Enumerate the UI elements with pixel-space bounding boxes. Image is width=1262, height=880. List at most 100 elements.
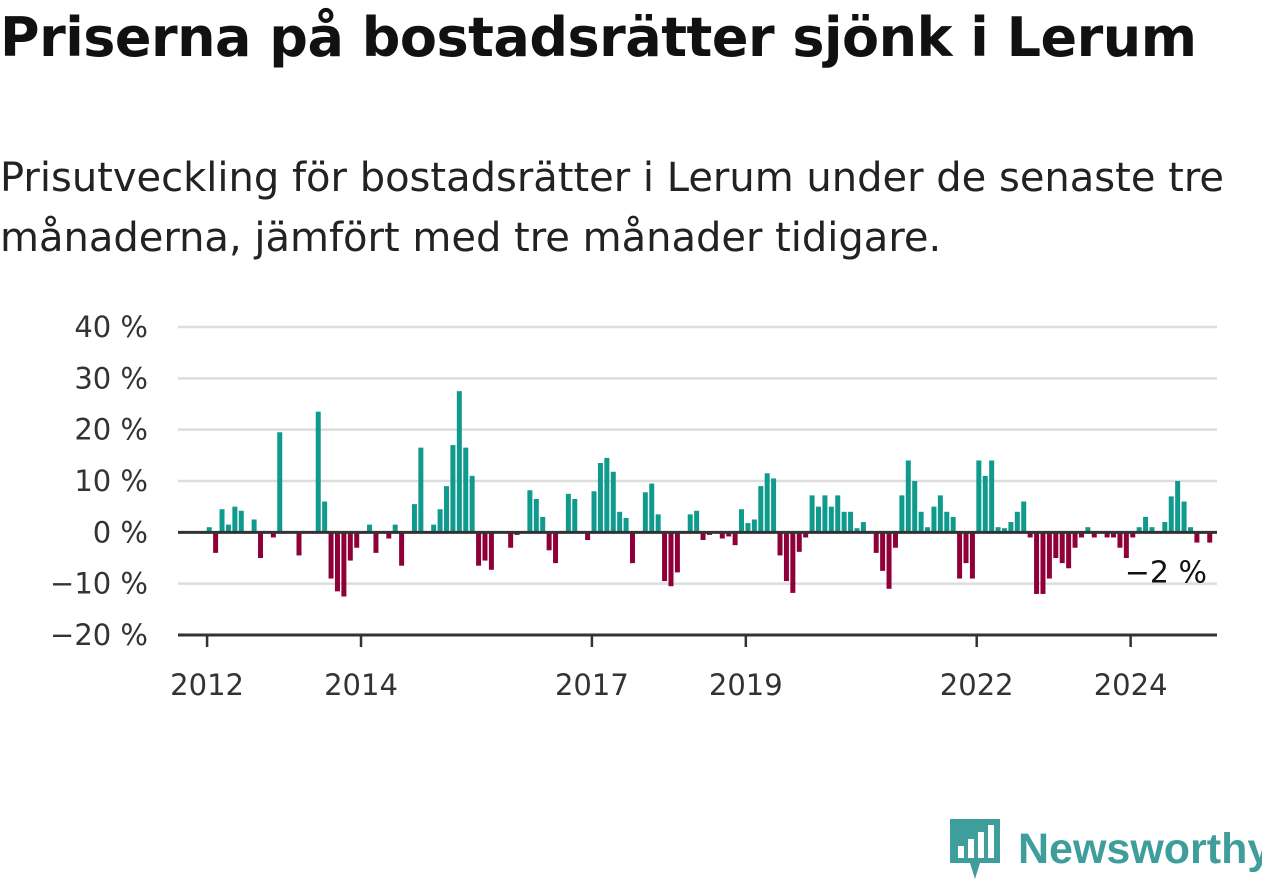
bar [334, 532, 340, 592]
bar [674, 532, 680, 573]
chart-subtitle: Prisutveckling för bostadsrätter i Lerum… [0, 155, 1225, 261]
bar [790, 532, 796, 593]
y-tick-label: 0 % [93, 515, 148, 549]
bar [886, 532, 892, 589]
bar [456, 391, 462, 533]
bar [1123, 532, 1129, 558]
bar [745, 523, 751, 533]
bar [1027, 532, 1033, 538]
bar [437, 509, 443, 533]
bar [617, 511, 623, 533]
bar [700, 532, 706, 541]
bar [322, 501, 328, 533]
x-axis-ticks: 2012 2014 2017 2019 2022 2024 [170, 635, 1168, 700]
bar [931, 506, 937, 533]
bar [816, 506, 821, 533]
y-tick-label: 20 % [74, 413, 148, 447]
latest-value-label: −2 % [1125, 556, 1207, 591]
bar [892, 532, 898, 548]
y-axis-ticks: 40 % 30 % 20 % 10 % 0 % −10 % −20 % [50, 310, 148, 652]
bar [899, 495, 905, 533]
bar [630, 532, 635, 564]
bar [367, 524, 373, 533]
bar [649, 483, 655, 533]
bar [1034, 532, 1040, 594]
x-tick-label: 2012 [170, 668, 244, 700]
bar [1021, 501, 1027, 533]
bar [1136, 527, 1142, 533]
bar [655, 514, 661, 533]
bar [969, 532, 975, 579]
bar [976, 460, 982, 533]
bar [841, 511, 847, 533]
bar [610, 471, 616, 533]
bar [642, 492, 648, 533]
bar [925, 527, 931, 533]
bar [213, 532, 219, 553]
bar [476, 532, 482, 566]
bar [1066, 532, 1072, 569]
bar [1001, 528, 1007, 533]
newsworthy-logo-icon [950, 819, 1000, 879]
bar [1207, 532, 1213, 543]
bar [771, 478, 777, 533]
bar [1162, 522, 1168, 533]
bar [540, 516, 546, 533]
newsworthy-logo: Newsworthy [950, 818, 1262, 880]
bar [1014, 511, 1020, 533]
bar [508, 532, 514, 548]
bar [450, 445, 456, 533]
bar [533, 498, 539, 533]
bar [1187, 527, 1193, 533]
bar [585, 532, 591, 541]
bar [809, 495, 815, 533]
bar [751, 519, 757, 533]
y-tick-label: −10 % [50, 567, 148, 601]
bar [225, 524, 231, 533]
bar [488, 532, 494, 570]
bar [995, 527, 1001, 533]
bar [777, 532, 783, 556]
bar [386, 532, 392, 539]
x-tick-label: 2014 [324, 668, 398, 700]
bar [527, 490, 533, 533]
bar [848, 511, 854, 533]
bar [950, 516, 956, 533]
bar-series [206, 391, 1213, 597]
bar [565, 493, 571, 533]
bar [796, 532, 802, 552]
bar [758, 486, 764, 533]
bar [1168, 496, 1174, 533]
chart-title: Priserna på bostadsrätter sjönk i Lerum [0, 6, 1197, 69]
bar [944, 511, 950, 533]
bar [546, 532, 552, 551]
y-tick-label: 30 % [74, 361, 148, 395]
bar [591, 491, 597, 533]
gridlines [178, 325, 1217, 585]
bar [918, 511, 924, 533]
bar [373, 532, 379, 553]
bar [482, 532, 488, 561]
bar [1130, 532, 1136, 538]
bar [347, 532, 353, 561]
bar [296, 532, 302, 556]
bar [963, 532, 969, 564]
bar [277, 432, 283, 533]
bar [258, 532, 264, 558]
bar [1111, 532, 1117, 538]
bar [206, 527, 212, 533]
bar [444, 486, 450, 533]
bar [1072, 532, 1078, 548]
bar [822, 495, 828, 533]
bar [1091, 532, 1097, 538]
x-tick-label: 2024 [1094, 668, 1168, 700]
bar [1085, 527, 1091, 533]
bar [341, 532, 347, 597]
y-tick-label: −20 % [50, 618, 148, 652]
bar [1143, 516, 1149, 533]
bar [553, 532, 559, 564]
bar [251, 519, 257, 533]
y-tick-label: 40 % [74, 310, 148, 344]
axes [178, 530, 1217, 637]
bar [469, 475, 475, 533]
